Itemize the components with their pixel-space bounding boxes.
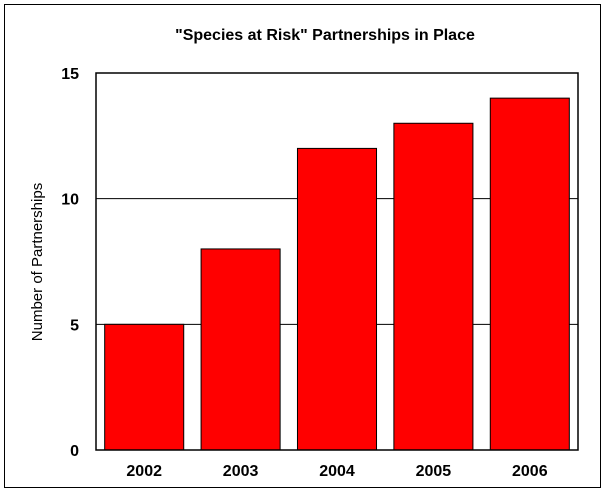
x-tick-label-2006: 2006 [512,463,548,480]
plot-area-border [95,72,579,451]
bar-2005 [393,122,474,451]
x-tick-label-2002: 2002 [126,463,162,480]
bar-2006 [489,97,570,451]
x-tick-label-2005: 2005 [416,463,452,480]
y-tick-labels: 0 5 10 15 [61,66,79,460]
y-tick-label-5: 5 [70,317,79,334]
bar-2002 [104,323,185,451]
y-tick-label-15: 15 [61,66,79,83]
chart-title: "Species at Risk" Partnerships in Place [175,27,475,44]
bar-2004 [296,147,378,451]
x-tick-labels: 2002 2003 2004 2005 2006 [126,463,547,480]
y-axis-label: Number of Partnerships [29,183,46,341]
y-tick-label-10: 10 [61,192,79,209]
y-tick-label-0: 0 [70,443,79,460]
x-tick-label-2003: 2003 [223,463,259,480]
bar-2003 [200,248,281,451]
x-tick-label-2004: 2004 [319,463,355,480]
bars [104,97,570,451]
